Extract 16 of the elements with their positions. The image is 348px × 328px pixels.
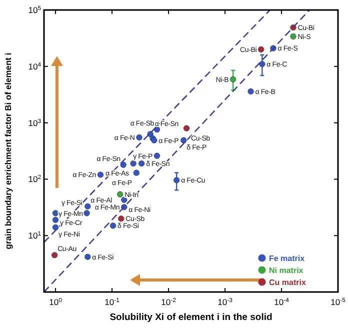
y-tick-label: 10$^{2}$ bbox=[28, 174, 41, 184]
y-tick-label: 10$^{3}$ bbox=[28, 118, 42, 128]
x-tick-label: 10$^{-4}$ bbox=[274, 297, 290, 307]
x-tick-label: 10$^{0}$ bbox=[49, 297, 63, 307]
y-axis-title: grain boundary enrichment factor Bi of element i bbox=[3, 52, 13, 250]
legend-label: Cu matrix bbox=[269, 278, 306, 287]
y-tick-label: 10$^{1}$ bbox=[28, 230, 42, 241]
x-tick-label: 10$^{-5}$ bbox=[330, 297, 346, 307]
x-tick-label: 10$^{-3}$ bbox=[218, 297, 234, 307]
legend-label: Ni matrix bbox=[269, 266, 304, 275]
y-tick-label: 10$^{4}$ bbox=[28, 61, 42, 72]
x-tick-label: 10$^{-1}$ bbox=[104, 297, 120, 307]
y-tick-label: 10$^{5}$ bbox=[28, 5, 42, 15]
x-tick-label: 10$^{-2}$ bbox=[161, 297, 176, 307]
legend-label: Fe matrix bbox=[269, 254, 306, 263]
x-axis-title: Solubility Xi of element i in the solid bbox=[110, 312, 272, 323]
